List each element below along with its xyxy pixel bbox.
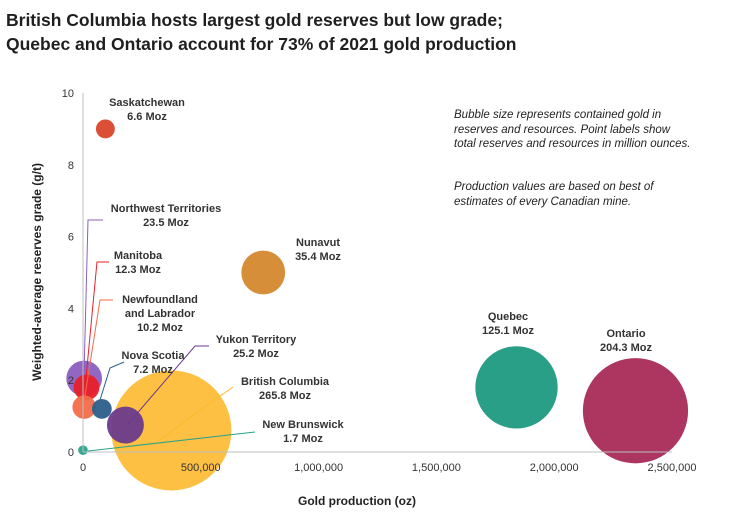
y-tick-label: 6 — [68, 232, 74, 244]
point-label-nova-scotia: Nova Scotia 7.2 Moz — [122, 350, 186, 376]
leader-line-british-columbia — [159, 386, 234, 441]
leader-line-newfoundland-and-labrador — [83, 299, 113, 403]
bubble-size-note: Bubble size represents contained gold in… — [454, 109, 691, 150]
chart-title-line-2: Quebec and Ontario account for 73% of 20… — [6, 34, 517, 54]
x-tick-label: 1,500,000 — [412, 462, 461, 474]
leader-line-yukon-territory — [127, 345, 209, 425]
y-tick-label: 4 — [68, 303, 74, 315]
point-label-new-brunswick: New Brunswick 1.7 Moz — [262, 419, 344, 445]
bubble-newfoundland-and-labrador — [72, 395, 96, 419]
x-tick-label: 2,500,000 — [648, 462, 697, 474]
leader-line-nova-scotia — [99, 361, 125, 401]
y-tick-label: 0 — [68, 447, 74, 459]
bubble-ontario — [582, 358, 689, 464]
bubble-nunavut — [241, 250, 286, 295]
x-tick-label: 2,000,000 — [530, 462, 579, 474]
bubble-british-columbia — [111, 370, 232, 491]
point-label-quebec: Quebec 125.1 Moz — [482, 311, 534, 337]
point-label-british-columbia: British Columbia 265.8 Moz — [241, 376, 330, 402]
point-label-ontario: Ontario 204.3 Moz — [600, 328, 652, 354]
x-tick-label: 500,000 — [181, 462, 221, 474]
point-label-nunavut: Nunavut 35.4 Moz — [295, 237, 341, 263]
point-label-newfoundland-and-labrador: Newfoundland and Labrador 10.2 Moz — [122, 294, 198, 334]
y-tick-label: 8 — [68, 160, 74, 172]
x-axis-title: Gold production (oz) — [298, 494, 416, 508]
bubble-quebec — [475, 346, 558, 429]
chart-title-line-1: British Columbia hosts largest gold rese… — [6, 10, 503, 30]
point-label-saskatchewan: Saskatchewan 6.6 Moz — [109, 97, 185, 123]
x-tick-label: 0 — [80, 462, 86, 474]
leader-line-manitoba — [85, 261, 109, 379]
leader-line-northwest-territories — [83, 219, 103, 376]
production-note: Production values are based on best of e… — [454, 181, 654, 208]
point-label-northwest-territories: Northwest Territories 23.5 Moz — [111, 203, 221, 229]
x-tick-label: 1,000,000 — [294, 462, 343, 474]
y-axis-title: Weighted-average reserves grade (g/t) — [30, 163, 44, 381]
leader-line-new-brunswick — [87, 431, 256, 452]
y-tick-label: 10 — [62, 88, 74, 100]
point-label-yukon-territory: Yukon Territory 25.2 Moz — [216, 334, 297, 360]
y-tick-label: 2 — [68, 375, 74, 387]
bubble-saskatchewan — [95, 119, 115, 139]
bubble-nova-scotia — [91, 399, 112, 419]
point-label-manitoba: Manitoba 12.3 Moz — [114, 250, 163, 276]
